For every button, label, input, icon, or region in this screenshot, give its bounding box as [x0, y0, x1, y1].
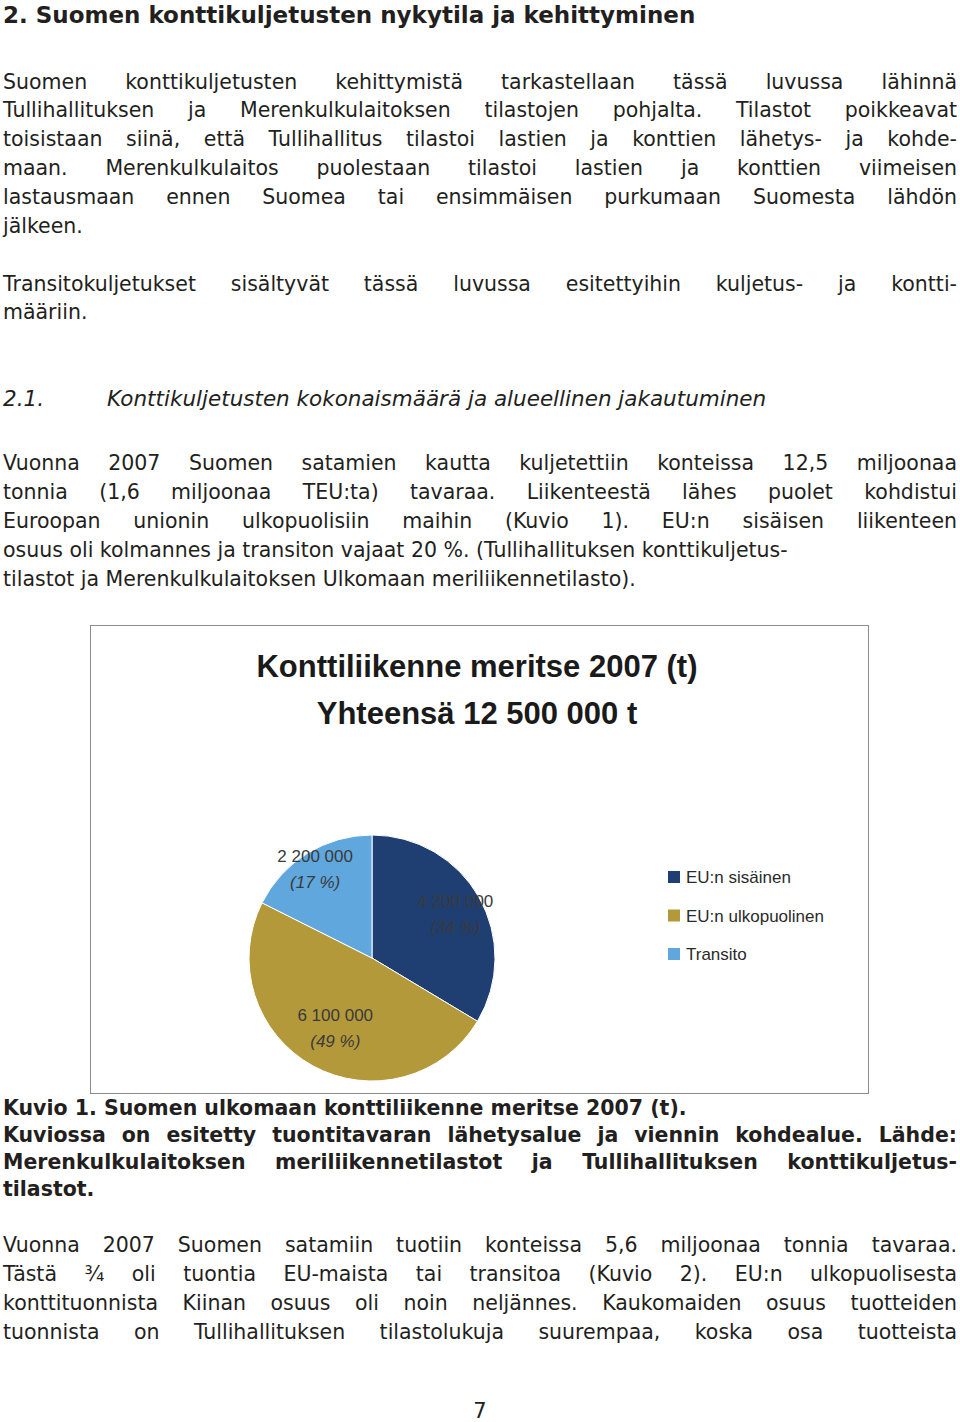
section-heading: 2. Suomen konttikuljetusten nykytila ja … [3, 0, 695, 30]
chart: Konttiliikenne meritse 2007 (t) Yhteensä … [90, 625, 869, 1094]
legend-label: EU:n sisäinen [686, 868, 791, 887]
chart-title: Konttiliikenne meritse 2007 (t) [256, 649, 697, 684]
subsection-number: 2.1. [3, 384, 44, 413]
subsection-title: Konttikuljetusten kokonaismäärä ja aluee… [107, 384, 766, 413]
percent-label: (49 %) [310, 1032, 360, 1051]
legend-swatch [668, 948, 680, 960]
chart-frame [91, 626, 869, 1094]
chart-subtitle: Yhteensä 12 500 000 t [317, 696, 638, 731]
legend-label: EU:n ulkopuolinen [686, 907, 824, 926]
pie-slice [262, 835, 372, 958]
paragraph-line: määriin. [3, 298, 957, 327]
caption-line: tilastot. [3, 1175, 957, 1204]
caption-line: Merenkulkulaitoksen meriliikennetilastot… [3, 1148, 957, 1177]
paragraph-line: Vuonna 2007 Suomen satamiin tuotiin kont… [3, 1231, 957, 1260]
paragraph-line: maan. Merenkulkulaitos puolestaan tilast… [3, 154, 957, 183]
paragraph-line: Tästä ¾ oli tuontia EU-maista tai transi… [3, 1260, 957, 1289]
data-label: 6 100 000 [297, 1006, 373, 1025]
legend-label: Transito [686, 945, 747, 964]
paragraph-line: Vuonna 2007 Suomen satamien kautta kulje… [3, 449, 957, 478]
paragraph-line: Tullihallituksen ja Merenkulkulaitoksen … [3, 96, 957, 125]
paragraph-line: tonnia (1,6 miljoonaa TEU:ta) tavaraa. L… [3, 478, 957, 507]
data-label: 4 200 000 [418, 892, 494, 911]
paragraph-line: lastausmaan ennen Suomea tai ensimmäisen… [3, 183, 957, 212]
paragraph-line: tilastot ja Merenkulkulaitoksen Ulkomaan… [3, 565, 957, 594]
paragraph-line: Euroopan unionin ulkopuolisiin maihin (K… [3, 507, 957, 536]
legend-swatch [668, 871, 680, 883]
percent-label: (34 %) [430, 918, 480, 937]
caption-line: Kuviossa on esitetty tuontitavaran lähet… [3, 1121, 957, 1150]
legend-swatch [668, 910, 680, 922]
data-label: 2 200 000 [277, 847, 353, 866]
paragraph-line: osuus oli kolmannes ja transiton vajaat … [3, 536, 957, 565]
paragraph-line: tuonnista on Tullihallituksen tilastoluk… [3, 1318, 957, 1347]
page-number: 7 [0, 1397, 960, 1422]
caption-line: Kuvio 1. Suomen ulkomaan konttiliikenne … [3, 1094, 957, 1123]
paragraph-line: Transitokuljetukset sisältyvät tässä luv… [3, 270, 957, 299]
paragraph-line: Suomen konttikuljetusten kehittymistä ta… [3, 68, 957, 97]
paragraph-line: konttituonnista Kiinan osuus oli noin ne… [3, 1289, 957, 1318]
paragraph-line: toisistaan siinä, että Tullihallitus til… [3, 125, 957, 154]
percent-label: (17 %) [290, 873, 340, 892]
paragraph-line: jälkeen. [3, 212, 957, 241]
